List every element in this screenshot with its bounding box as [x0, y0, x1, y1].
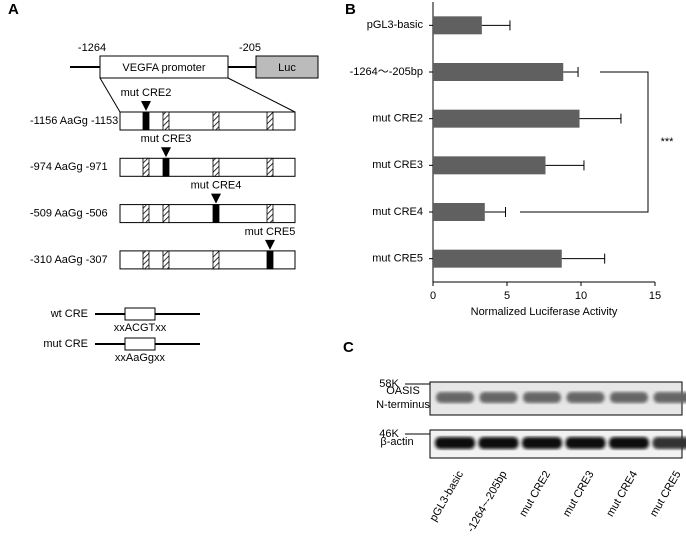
band [610, 392, 648, 403]
promoter-diagram [70, 55, 319, 351]
bar [433, 109, 580, 128]
error-bar [579, 113, 622, 124]
cre-site [162, 204, 170, 224]
band [479, 392, 518, 403]
mutant-label: mut CRE4 [191, 180, 242, 192]
construct-site: -310 AaGg -307 [30, 254, 108, 266]
lane-label: mut CRE5 [648, 469, 684, 519]
band [435, 437, 475, 449]
band [522, 437, 562, 449]
cre-site [266, 204, 274, 224]
band [652, 437, 686, 449]
mutant-label: mut CRE2 [121, 87, 172, 99]
lane-label: pGL3-basic [428, 469, 467, 524]
panel-label: B [345, 1, 356, 18]
mutant-label: mut CRE5 [245, 226, 296, 238]
legend-sequence: xxACGTxx [114, 322, 167, 334]
lane-label: -1264~-205bp [465, 469, 510, 535]
significance-bracket [520, 71, 649, 213]
bar [433, 203, 485, 221]
band [566, 392, 605, 403]
mutation-arrow [161, 147, 171, 158]
cre-site [266, 250, 274, 270]
x-tick-label: 0 [430, 290, 436, 302]
cre-site [212, 250, 220, 270]
mutant-label: mut CRE3 [141, 133, 192, 145]
x-tick-label: 15 [649, 290, 661, 302]
panel-label: A [8, 1, 19, 18]
band [523, 392, 561, 403]
cre-site [142, 111, 150, 131]
cre-site [162, 250, 170, 270]
band [436, 392, 474, 403]
construct-site: -974 AaGg -971 [30, 161, 108, 173]
bar [433, 156, 546, 175]
x-axis-label: Normalized Luciferase Activity [471, 306, 618, 318]
legend-label: mut CRE [43, 338, 88, 350]
bar [433, 249, 562, 268]
size-marker: 58K [379, 378, 399, 390]
cre-site [212, 111, 220, 131]
construct-site: -1156 AaGg -1153 [30, 115, 118, 127]
y-tick-label: pGL3-basic [367, 19, 424, 31]
promoter-label: VEGFA promoter [122, 62, 205, 74]
lane-label: mut CRE3 [561, 469, 597, 519]
cre-site [162, 157, 170, 177]
reporter-label: Luc [278, 62, 296, 74]
position-label: -1264 [78, 42, 106, 54]
cre-site [142, 250, 150, 270]
x-tick-label: 5 [504, 290, 510, 302]
error-bar [481, 20, 511, 31]
lane-label: mut CRE4 [604, 469, 640, 519]
band [609, 437, 649, 449]
cre-site [162, 111, 170, 131]
y-tick-label: mut CRE5 [372, 253, 423, 265]
y-tick-label: -1264～-205bp [350, 66, 423, 78]
cre-site [266, 157, 274, 177]
bar [433, 16, 482, 35]
cre-site [142, 157, 150, 177]
band [478, 437, 519, 449]
mutation-arrow [265, 239, 275, 250]
error-bar [484, 207, 507, 217]
panel-label: C [343, 339, 354, 356]
cre-site [212, 157, 220, 177]
error-bar [563, 67, 579, 77]
error-bar [545, 160, 585, 171]
x-tick-label: 10 [575, 290, 587, 302]
cre-site [266, 111, 274, 131]
construct-site: -509 AaGg -506 [30, 208, 108, 220]
band [565, 437, 606, 449]
error-bar [561, 253, 606, 264]
y-tick-label: mut CRE2 [372, 113, 423, 125]
band [653, 392, 686, 403]
blot-label: N-terminus [376, 399, 430, 411]
blot-label: β-actin [380, 436, 413, 448]
bar [433, 63, 564, 81]
cre-site [142, 204, 150, 224]
significance: *** [661, 136, 675, 148]
size-marker: 46K [379, 428, 399, 440]
mutation-arrow [211, 193, 221, 204]
y-tick-label: mut CRE4 [372, 206, 423, 218]
cre-site [212, 204, 220, 224]
lane-label: mut CRE2 [517, 469, 553, 519]
position-label: -205 [239, 42, 261, 54]
legend-label: wt CRE [50, 308, 88, 320]
legend-sequence: xxAaGgxx [115, 352, 166, 364]
y-tick-label: mut CRE3 [372, 159, 423, 171]
mutation-arrow [141, 101, 151, 111]
blot-label: OASIS [386, 385, 420, 397]
